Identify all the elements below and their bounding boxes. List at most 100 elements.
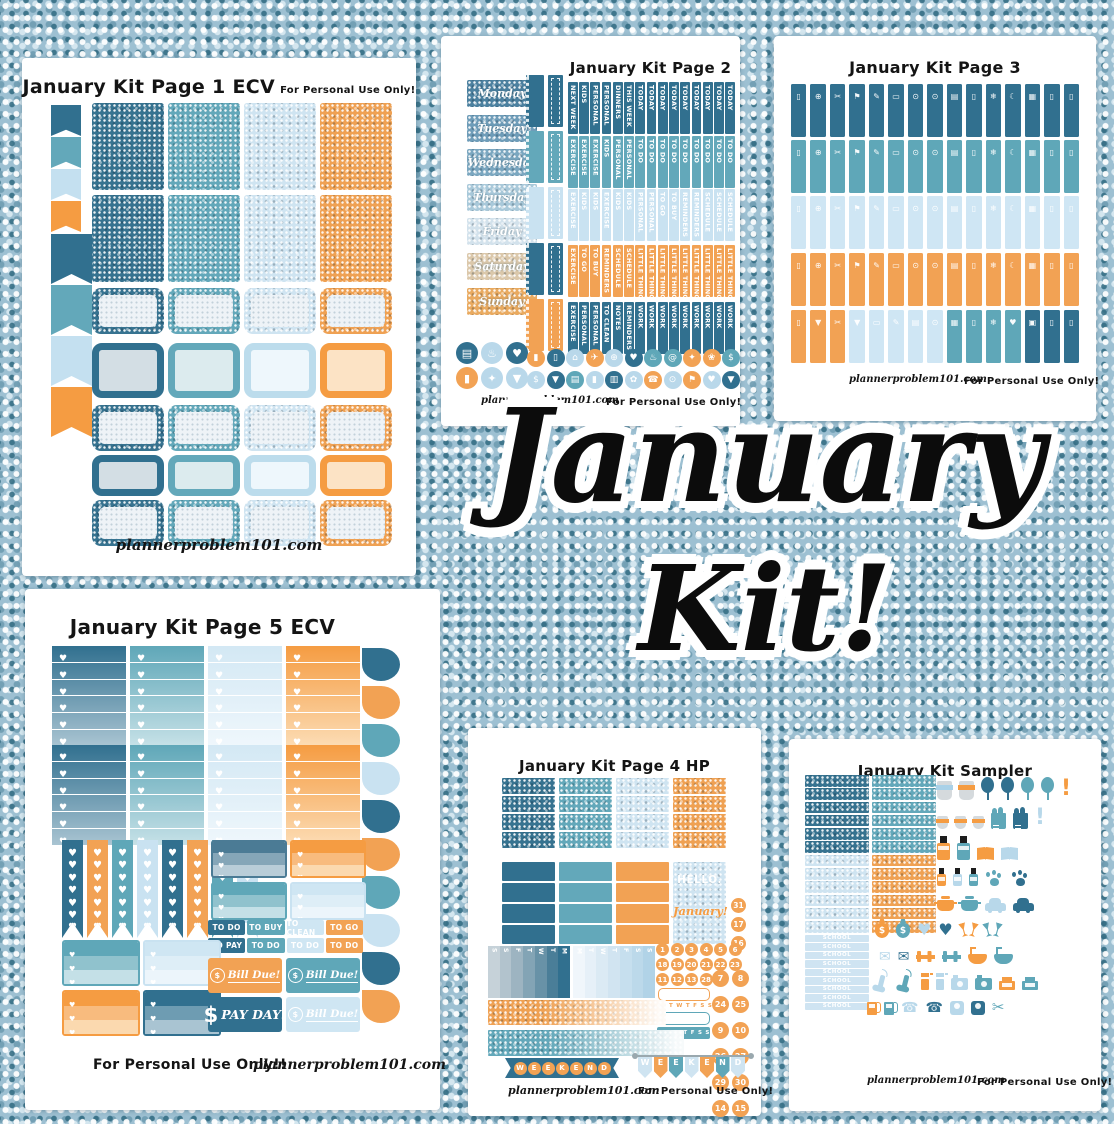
glitter-strip-grid bbox=[502, 778, 726, 850]
date-number-sticker: 5 bbox=[714, 943, 727, 956]
half-box-row bbox=[92, 343, 392, 398]
label-strip-sticker: TO DO bbox=[714, 136, 724, 188]
spray-icon: ✦ bbox=[481, 367, 503, 389]
school-label-sticker: SCHOOL bbox=[805, 977, 869, 985]
label-chip-sticker: TO DO bbox=[208, 920, 246, 935]
icon-strip-sticker: ⊙ bbox=[927, 84, 943, 137]
half-box-inner bbox=[327, 295, 385, 327]
teardrop-sticker bbox=[362, 876, 400, 909]
page5-title: January Kit Page 5 ECV bbox=[69, 615, 336, 639]
label-strip-sticker: WORK bbox=[691, 302, 702, 354]
glitter-half-box-sticker bbox=[168, 405, 240, 451]
shirt-icon: ▼ bbox=[546, 371, 565, 389]
icon-sticker-cluster: ▤ ♨ ♥ ▮ ✦ ▼ bbox=[456, 342, 532, 389]
icon-strip-sticker: ▯ bbox=[966, 253, 982, 306]
champagne-glasses-icon bbox=[984, 923, 1001, 938]
glitter-strip-stack bbox=[872, 775, 936, 935]
label-strip-sticker: TO BUY bbox=[669, 189, 679, 241]
glitter-full-box-sticker bbox=[244, 103, 316, 190]
label-strip-sticker: NOTES bbox=[612, 302, 623, 354]
label-strip-row-teal: EXERCISE EXERCISE EXERCISE KIDS PERSONAL PERS… bbox=[568, 136, 736, 188]
label-strip-sticker: WORK bbox=[669, 302, 679, 354]
label-strip-sticker: TO DO bbox=[725, 136, 736, 188]
glitter-strip bbox=[805, 854, 869, 867]
solid-strip bbox=[502, 883, 555, 902]
date-number-sticker: 8 bbox=[732, 970, 749, 987]
label-strip-sticker: LITTLE THINGS bbox=[635, 245, 646, 297]
flag-banner-sticker bbox=[51, 387, 92, 437]
solid-strip-grid: HELLO. January! bbox=[502, 862, 728, 946]
glitter-full-box-sticker bbox=[244, 195, 316, 282]
icon-strip-sticker: ⚑ bbox=[849, 196, 865, 249]
label-strip-sticker: PERSONAL bbox=[635, 189, 646, 241]
dumbbell-icon bbox=[916, 951, 936, 962]
heart-checklist-row bbox=[208, 811, 282, 828]
heart-checklist-row bbox=[286, 777, 360, 795]
nail-polish-icon bbox=[953, 868, 962, 886]
icon-strip-sticker: ▼ bbox=[810, 310, 826, 363]
half-box-inner bbox=[175, 507, 233, 539]
date-number-sticker: 18 bbox=[656, 958, 669, 971]
heart-checklist-row bbox=[286, 760, 360, 778]
heart-checklist-row bbox=[208, 745, 282, 761]
label-strip-sticker: LITTLE THINGS bbox=[657, 245, 668, 297]
blank-label-sticker bbox=[658, 988, 710, 1001]
icon-strip-sticker: ⊙ bbox=[927, 140, 943, 193]
pennant-flag: D bbox=[731, 1057, 745, 1078]
heart-flag-banner bbox=[137, 840, 158, 938]
solid-strip bbox=[559, 904, 612, 923]
label-strip-sticker: TO DO bbox=[657, 136, 668, 188]
label-strip-sticker: TODAY bbox=[646, 82, 657, 134]
date-number-sticker: 21 bbox=[699, 958, 713, 971]
label-strip-sticker: WORK bbox=[702, 302, 713, 354]
heart-checklist-row bbox=[286, 646, 360, 662]
page6-sheet: January Kit Sampler SCHOOL SCHOOL SCHOOL SC… bbox=[789, 739, 1112, 1111]
icon-strip-sticker: ✎ bbox=[868, 196, 885, 249]
icon-strip-sticker: ⊕ bbox=[810, 84, 826, 137]
label-strip-sticker: EXERCISE bbox=[579, 136, 589, 188]
icon-row: ! bbox=[936, 776, 1095, 801]
heart-checklist-row bbox=[130, 827, 204, 845]
icon-row bbox=[934, 893, 1095, 913]
flower-icon: ✿ bbox=[624, 371, 643, 389]
glitter-half-box-sticker bbox=[92, 500, 164, 546]
solid-strip bbox=[502, 862, 555, 881]
glitter-strip bbox=[805, 868, 869, 880]
label-strip-sticker: PERSONAL bbox=[624, 136, 634, 188]
heart-checklist-row bbox=[208, 712, 282, 729]
glitter-strip bbox=[805, 788, 869, 800]
coin-icon: $ bbox=[287, 1007, 303, 1022]
weekend-letter-circle: K bbox=[555, 1061, 569, 1075]
glitter-half-box-sticker bbox=[320, 288, 392, 334]
teardrop-sticker bbox=[362, 724, 400, 757]
label-chip-row: TO PAY TO DO TO DO TO DO bbox=[208, 938, 363, 953]
glitter-full-box-sticker bbox=[92, 195, 164, 282]
washi-strip-pair bbox=[526, 299, 563, 351]
balloon-icon bbox=[981, 777, 994, 800]
heart-checklist-row bbox=[286, 827, 360, 845]
exclamation-icon: ! bbox=[1061, 776, 1072, 801]
icon-strip-sticker: ⊕ bbox=[810, 140, 826, 193]
label-strip-sticker: SCHEDULE bbox=[702, 189, 713, 241]
phone-icon: ☎ bbox=[644, 371, 662, 389]
page1-sheet: January Kit Page 1 ECV For Personal Use … bbox=[22, 58, 416, 576]
weekend-letter-circle: E bbox=[527, 1061, 541, 1075]
school-label-sticker: SCHOOL bbox=[805, 1002, 869, 1011]
flag-banner-sticker bbox=[51, 137, 81, 168]
weekday-glitter-sticker: Wednesday bbox=[467, 149, 537, 177]
label-strip-sticker: KIDS bbox=[601, 136, 612, 188]
icon-strip-sticker: ☾ bbox=[1005, 253, 1021, 306]
date-number-sticker: 23 bbox=[728, 958, 742, 971]
bill-due-sticker: $ Bill Due! bbox=[286, 997, 360, 1032]
icon-strip-sticker: ✂ bbox=[829, 84, 846, 137]
icon-strip-sticker: ▭ bbox=[868, 310, 885, 363]
label-strip-sticker: TO DO bbox=[691, 136, 702, 188]
page4-footer-note: For Personal Use Only! bbox=[638, 1086, 774, 1097]
icon-strip-sticker: ♥ bbox=[1005, 310, 1021, 363]
label-strip-sticker: SCHEDULE bbox=[714, 189, 724, 241]
heart-checklist-row bbox=[208, 646, 282, 662]
glitter-strip bbox=[805, 801, 869, 814]
heart-checklist-row bbox=[286, 695, 360, 712]
